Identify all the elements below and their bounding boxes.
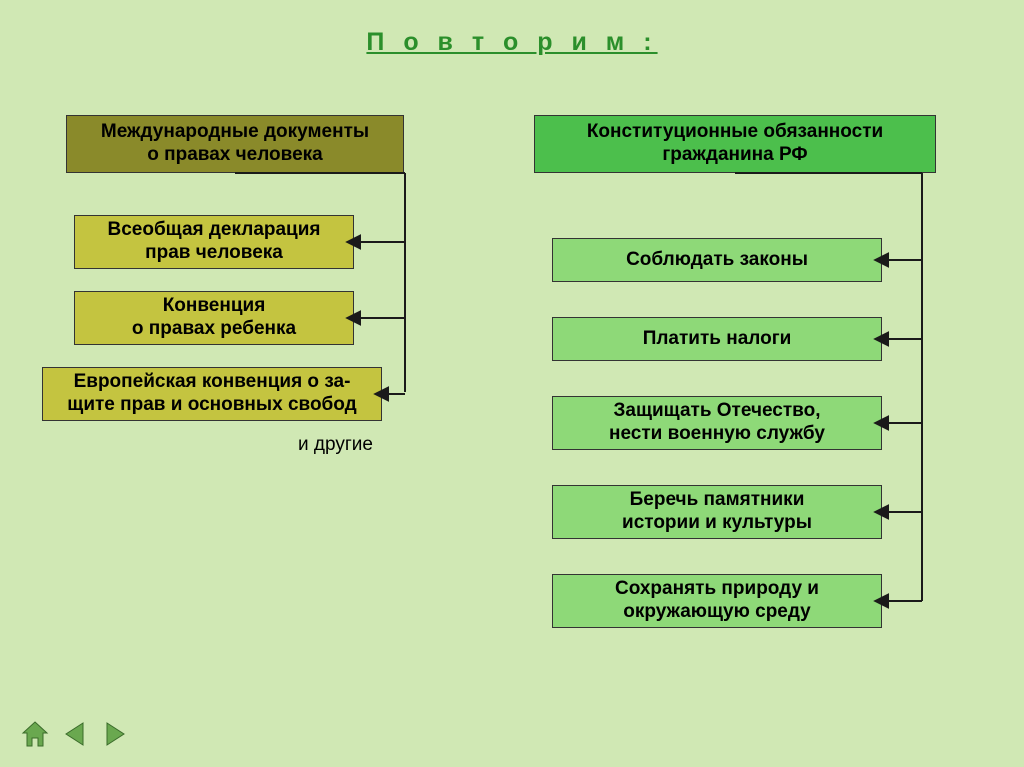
left-item: Конвенция о правах ребенка bbox=[74, 291, 354, 345]
nav-controls bbox=[18, 719, 132, 749]
next-button[interactable] bbox=[98, 719, 132, 749]
prev-button[interactable] bbox=[58, 719, 92, 749]
right-item-line1: Соблюдать законы bbox=[626, 249, 808, 272]
left-item-line1: Конвенция bbox=[163, 295, 266, 318]
slide-title: П о в т о р и м : bbox=[0, 28, 1024, 57]
left-item-line2: о правах ребенка bbox=[132, 318, 296, 341]
right-item-line1: Платить налоги bbox=[643, 328, 792, 351]
left-header-line1: Международные документы bbox=[101, 121, 369, 144]
left-header-box: Международные документы о правах человек… bbox=[66, 115, 404, 173]
left-item: Всеобщая декларация прав человека bbox=[74, 215, 354, 269]
right-header-box: Конституционные обязанности гражданина Р… bbox=[534, 115, 936, 173]
right-item-line1: Защищать Отечество, bbox=[614, 400, 821, 423]
right-item: Сохранять природу и окружающую среду bbox=[552, 574, 882, 628]
home-icon bbox=[20, 720, 50, 748]
right-item-line1: Беречь памятники bbox=[630, 489, 805, 512]
left-item-line2: щите прав и основных свобод bbox=[67, 394, 356, 417]
left-item-line1: Всеобщая декларация bbox=[107, 219, 320, 242]
left-header-line2: о правах человека bbox=[147, 144, 322, 167]
left-footnote: и другие bbox=[298, 434, 373, 456]
left-item: Европейская конвенция о за- щите прав и … bbox=[42, 367, 382, 421]
triangle-left-icon bbox=[61, 720, 89, 748]
right-header-line2: гражданина РФ bbox=[662, 144, 807, 167]
right-item-line1: Сохранять природу и bbox=[615, 578, 819, 601]
right-item-line2: окружающую среду bbox=[623, 601, 810, 624]
right-header-line1: Конституционные обязанности bbox=[587, 121, 883, 144]
right-item: Защищать Отечество, нести военную службу bbox=[552, 396, 882, 450]
right-item: Соблюдать законы bbox=[552, 238, 882, 282]
home-button[interactable] bbox=[18, 719, 52, 749]
right-item: Беречь памятники истории и культуры bbox=[552, 485, 882, 539]
right-item-line2: истории и культуры bbox=[622, 512, 812, 535]
right-item: Платить налоги bbox=[552, 317, 882, 361]
left-item-line1: Европейская конвенция о за- bbox=[74, 371, 351, 394]
left-item-line2: прав человека bbox=[145, 242, 283, 265]
triangle-right-icon bbox=[101, 720, 129, 748]
right-item-line2: нести военную службу bbox=[609, 423, 825, 446]
